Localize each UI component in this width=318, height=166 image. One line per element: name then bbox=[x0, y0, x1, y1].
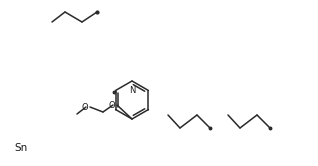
Text: O: O bbox=[108, 100, 115, 110]
Text: O: O bbox=[81, 102, 88, 112]
Text: N: N bbox=[129, 86, 135, 95]
Text: Sn: Sn bbox=[14, 143, 27, 153]
